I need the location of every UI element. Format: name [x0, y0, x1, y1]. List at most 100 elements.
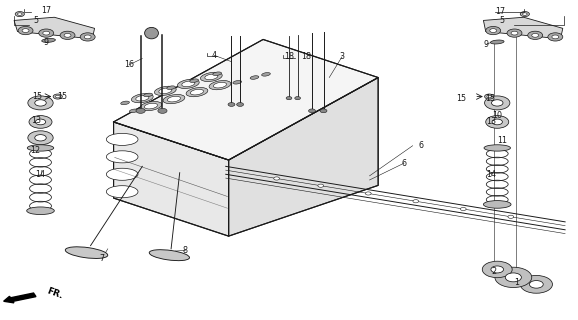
- Ellipse shape: [250, 76, 259, 79]
- Circle shape: [318, 184, 324, 187]
- Circle shape: [523, 13, 527, 15]
- Circle shape: [35, 135, 46, 141]
- Ellipse shape: [121, 101, 129, 105]
- Circle shape: [482, 261, 512, 278]
- Text: 4: 4: [212, 51, 217, 60]
- Ellipse shape: [144, 28, 158, 39]
- Circle shape: [461, 207, 466, 211]
- Ellipse shape: [201, 72, 222, 82]
- Circle shape: [532, 33, 539, 37]
- Ellipse shape: [163, 94, 185, 104]
- Ellipse shape: [144, 103, 157, 109]
- Circle shape: [507, 29, 522, 37]
- Ellipse shape: [129, 109, 138, 113]
- Circle shape: [158, 108, 167, 113]
- Circle shape: [484, 94, 494, 99]
- Text: 6: 6: [419, 141, 424, 150]
- Circle shape: [39, 29, 54, 37]
- Circle shape: [35, 100, 46, 106]
- Text: 14: 14: [35, 170, 46, 179]
- Text: 15: 15: [57, 92, 67, 101]
- Circle shape: [528, 31, 543, 39]
- FancyArrow shape: [3, 293, 36, 303]
- Ellipse shape: [106, 151, 138, 163]
- Circle shape: [136, 108, 145, 113]
- Ellipse shape: [205, 74, 218, 80]
- Text: 13: 13: [31, 116, 41, 125]
- Ellipse shape: [106, 186, 138, 198]
- Ellipse shape: [213, 82, 227, 88]
- Circle shape: [17, 13, 22, 15]
- Ellipse shape: [27, 207, 54, 215]
- Polygon shape: [229, 77, 378, 236]
- Text: 9: 9: [44, 38, 49, 47]
- Ellipse shape: [177, 79, 199, 88]
- Circle shape: [53, 94, 62, 99]
- Text: 8: 8: [183, 246, 188, 255]
- Ellipse shape: [27, 145, 54, 151]
- Ellipse shape: [168, 96, 180, 102]
- Ellipse shape: [484, 145, 510, 151]
- Ellipse shape: [106, 168, 138, 180]
- Circle shape: [492, 119, 502, 125]
- Text: 11: 11: [497, 136, 507, 146]
- Circle shape: [64, 33, 71, 37]
- Ellipse shape: [209, 81, 231, 90]
- Circle shape: [508, 215, 514, 218]
- Circle shape: [486, 116, 509, 128]
- Circle shape: [486, 27, 501, 35]
- Ellipse shape: [190, 89, 203, 95]
- Text: 9: 9: [484, 40, 489, 49]
- Text: 17: 17: [41, 6, 51, 15]
- Ellipse shape: [262, 73, 271, 76]
- Text: FR.: FR.: [45, 286, 64, 300]
- Circle shape: [511, 31, 518, 35]
- Text: 18: 18: [284, 52, 294, 61]
- Circle shape: [520, 12, 529, 17]
- Ellipse shape: [213, 72, 221, 76]
- Circle shape: [529, 281, 543, 288]
- Circle shape: [35, 119, 46, 125]
- Text: 5: 5: [499, 16, 505, 25]
- Text: 5: 5: [34, 16, 39, 25]
- Ellipse shape: [186, 87, 208, 97]
- Polygon shape: [483, 17, 563, 39]
- Text: 17: 17: [495, 7, 506, 16]
- Circle shape: [548, 33, 563, 41]
- Circle shape: [22, 29, 29, 32]
- Ellipse shape: [140, 101, 162, 111]
- Ellipse shape: [149, 250, 190, 260]
- Circle shape: [487, 95, 491, 98]
- Text: 14: 14: [487, 170, 497, 179]
- Ellipse shape: [42, 38, 55, 42]
- Polygon shape: [113, 122, 229, 236]
- Text: 16: 16: [124, 60, 134, 69]
- Circle shape: [309, 109, 316, 113]
- Circle shape: [43, 31, 50, 35]
- Text: 1: 1: [514, 278, 518, 287]
- Circle shape: [320, 109, 327, 113]
- Circle shape: [491, 266, 503, 273]
- Circle shape: [552, 35, 559, 39]
- Circle shape: [236, 103, 243, 106]
- Text: 15: 15: [486, 94, 495, 103]
- Ellipse shape: [154, 86, 176, 95]
- Text: 13: 13: [487, 117, 497, 126]
- Circle shape: [274, 177, 280, 180]
- Circle shape: [80, 33, 95, 41]
- Circle shape: [28, 96, 53, 110]
- Ellipse shape: [490, 40, 504, 44]
- Text: 15: 15: [32, 92, 42, 101]
- Polygon shape: [14, 17, 95, 39]
- Ellipse shape: [106, 133, 138, 145]
- Circle shape: [18, 27, 33, 35]
- Circle shape: [484, 96, 510, 110]
- Ellipse shape: [136, 95, 149, 101]
- Circle shape: [495, 267, 532, 288]
- Circle shape: [15, 12, 24, 17]
- Circle shape: [520, 276, 553, 293]
- Text: 7: 7: [99, 254, 105, 263]
- Ellipse shape: [483, 201, 511, 208]
- Circle shape: [286, 97, 292, 100]
- Circle shape: [228, 103, 235, 106]
